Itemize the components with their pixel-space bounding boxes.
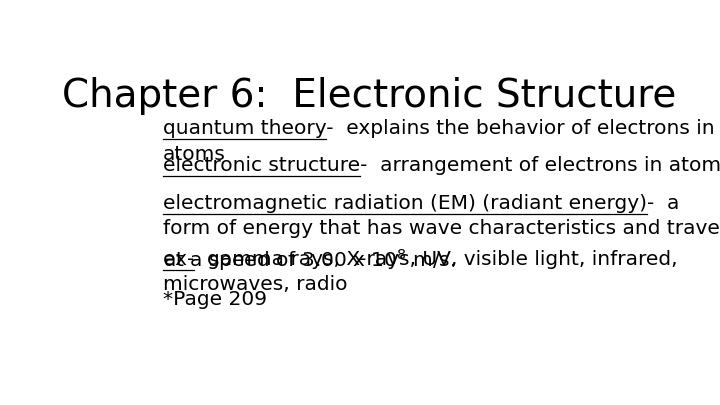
Text: quantum theory-  explains the behavior of electrons in
atoms: quantum theory- explains the behavior of… — [163, 119, 714, 164]
Text: electromagnetic radiation (EM) (radiant energy)-  a
form of energy that has wave: electromagnetic radiation (EM) (radiant … — [163, 194, 720, 273]
Text: *Page 209: *Page 209 — [163, 290, 266, 309]
Text: Chapter 6:  Electronic Structure: Chapter 6: Electronic Structure — [62, 77, 676, 115]
Text: ex-  gamma rays, X-rays, UV, visible light, infrared,
microwaves, radio: ex- gamma rays, X-rays, UV, visible ligh… — [163, 250, 678, 294]
Text: electronic structure-  arrangement of electrons in atoms: electronic structure- arrangement of ele… — [163, 156, 720, 175]
